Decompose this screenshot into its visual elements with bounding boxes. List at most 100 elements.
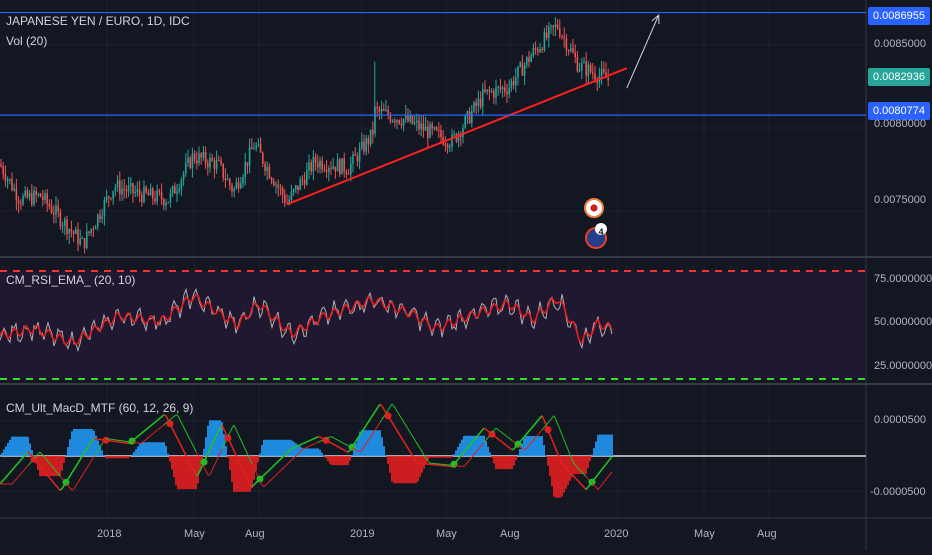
macd-line-segment xyxy=(600,469,602,472)
macd-line-segment xyxy=(280,458,282,460)
price-candle xyxy=(319,161,321,168)
macd-histogram-bar xyxy=(485,441,487,456)
macd-signal-segment xyxy=(264,485,266,487)
price-candle xyxy=(535,48,537,49)
macd-histogram-bar xyxy=(259,454,261,456)
macd-signal-segment xyxy=(504,434,506,436)
rsi-axis-tick: 25.0000000 xyxy=(874,360,932,372)
price-candle xyxy=(451,135,453,147)
macd-signal-segment xyxy=(278,471,280,473)
price-candle xyxy=(93,229,95,230)
macd-histogram-bar xyxy=(273,440,275,456)
macd-histogram-bar xyxy=(417,456,419,481)
macd-signal-segment xyxy=(84,469,86,472)
macd-signal-segment xyxy=(584,474,586,476)
macd-signal-segment xyxy=(266,483,268,485)
macd-signal-segment xyxy=(60,476,62,478)
macd-line-segment xyxy=(174,432,176,436)
price-candle xyxy=(240,183,242,188)
macd-histogram-bar xyxy=(203,449,205,456)
macd-line-segment xyxy=(552,440,554,445)
macd-line-segment xyxy=(146,428,148,430)
macd-histogram-bar xyxy=(53,456,55,476)
macd-signal-segment xyxy=(158,428,160,430)
price-candle xyxy=(229,179,231,185)
macd-histogram-bar xyxy=(309,448,311,456)
price-candle xyxy=(99,214,101,218)
macd-histogram-bar xyxy=(595,441,597,456)
macd-signal-segment xyxy=(82,473,84,476)
macd-line-segment xyxy=(18,461,20,463)
macd-histogram-bar xyxy=(251,456,253,488)
macd-signal-segment xyxy=(414,439,416,442)
macd-line-segment xyxy=(496,437,498,439)
macd-histogram-bar xyxy=(283,440,285,456)
macd-histogram-bar xyxy=(3,450,5,456)
price-candle xyxy=(299,179,301,190)
price-candle xyxy=(154,198,156,201)
macd-signal-segment xyxy=(178,416,180,420)
macd-histogram-bar xyxy=(535,436,537,456)
macd-signal-segment xyxy=(606,477,608,480)
price-candle xyxy=(436,127,438,130)
macd-histogram-bar xyxy=(591,455,593,456)
macd-histogram-bar xyxy=(281,440,283,456)
macd-line-segment xyxy=(532,425,534,427)
macd-histogram-bar xyxy=(75,429,77,456)
macd-line-segment xyxy=(382,406,384,409)
price-candle xyxy=(401,123,403,125)
macd-line-segment xyxy=(180,443,182,447)
macd-histogram-bar xyxy=(269,440,271,456)
macd-histogram-bar xyxy=(499,456,501,469)
macd-signal-segment xyxy=(88,463,90,466)
macd-histogram-bar xyxy=(431,456,433,458)
price-candle xyxy=(251,147,253,149)
price-candle xyxy=(332,167,334,169)
price-candle xyxy=(544,32,546,50)
macd-signal-segment xyxy=(340,441,342,442)
macd-line-segment xyxy=(158,418,160,420)
price-candle xyxy=(350,164,352,175)
macd-histogram-bar xyxy=(445,456,447,458)
price-candle xyxy=(491,91,493,92)
macd-line-segment xyxy=(152,423,154,425)
macd-signal-segment xyxy=(306,447,308,448)
price-candle xyxy=(427,127,429,138)
macd-signal-segment xyxy=(196,451,198,455)
macd-signal-segment xyxy=(344,444,346,445)
macd-line-segment xyxy=(402,439,404,442)
macd-signal-segment xyxy=(468,459,470,461)
price-candle xyxy=(326,170,328,172)
price-candle xyxy=(211,158,213,161)
macd-line-segment xyxy=(68,476,70,479)
macd-line-segment xyxy=(390,419,392,422)
macd-histogram-bar xyxy=(569,456,571,481)
macd-signal-segment xyxy=(236,429,238,433)
macd-line-segment xyxy=(502,442,504,444)
macd-line-segment xyxy=(374,410,376,413)
price-candle xyxy=(372,130,374,134)
price-candle xyxy=(607,78,609,80)
price-candle xyxy=(236,182,238,188)
price-candle xyxy=(198,153,200,163)
macd-line-segment xyxy=(310,440,312,441)
macd-histogram-bar xyxy=(511,456,513,469)
macd-histogram-bar xyxy=(191,456,193,489)
macd-histogram-bar xyxy=(177,456,179,489)
macd-histogram-bar xyxy=(141,442,143,456)
macd-histogram-bar xyxy=(403,456,405,483)
macd-histogram-bar xyxy=(327,456,329,461)
macd-histogram-bar xyxy=(109,456,111,458)
price-candle xyxy=(561,36,563,37)
price-candle xyxy=(431,124,433,128)
price-candle xyxy=(141,195,143,202)
macd-histogram-bar xyxy=(319,450,321,456)
macd-histogram-bar xyxy=(67,447,69,456)
macd-histogram-bar xyxy=(551,456,553,486)
macd-signal-segment xyxy=(602,482,604,485)
price-candle xyxy=(205,152,207,163)
price-candle xyxy=(572,48,574,52)
macd-signal-segment xyxy=(24,468,26,470)
